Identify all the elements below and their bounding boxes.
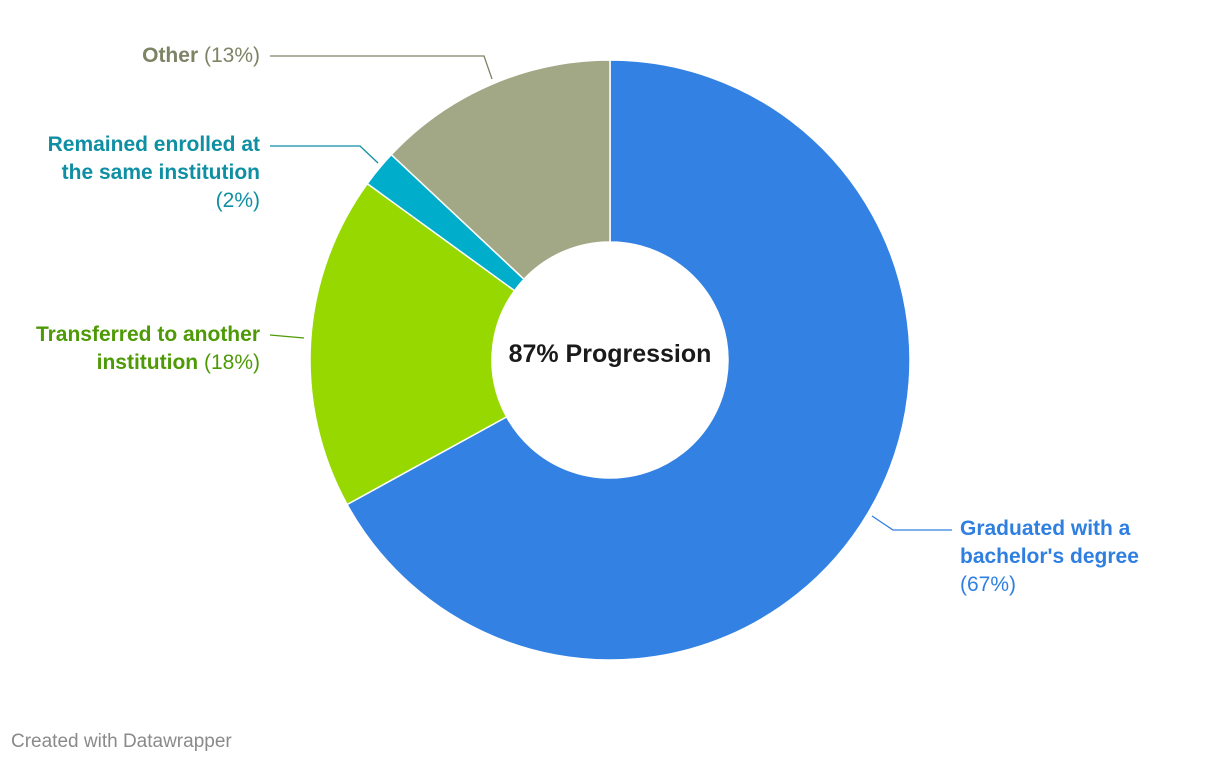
- leader-lines: [269, 55, 952, 531]
- leader-transferred: [269, 334, 305, 339]
- label-graduated-line1: Graduated with a: [960, 517, 1131, 540]
- label-transferred-pct: (18%): [203, 351, 260, 374]
- slice-graduated-with-a-bachelor-s-degree: [346, 59, 911, 661]
- donut-slices: [309, 59, 911, 661]
- slice-other: [390, 59, 611, 281]
- label-transferred-line2: institution: [96, 351, 199, 374]
- leader-graduated: [871, 515, 952, 531]
- label-enrolled-line2: the same institution: [61, 161, 260, 184]
- label-graduated-pct: (67%): [960, 573, 1017, 596]
- label-transferred: Transferred to another institution (18%): [0, 321, 260, 377]
- label-remained-enrolled: Remained enrolled at the same institutio…: [0, 131, 260, 215]
- label-other-name: Other: [142, 44, 199, 67]
- slice-transferred-to-another-institution: [309, 182, 516, 506]
- datawrapper-credit: Created with Datawrapper: [11, 731, 232, 752]
- label-enrolled-pct: (2%): [215, 189, 260, 212]
- center-label: 87% Progression: [508, 340, 712, 368]
- leader-remained-enrolled: [270, 145, 379, 164]
- label-transferred-line1: Transferred to another: [35, 323, 260, 346]
- label-other-pct: (13%): [203, 44, 260, 67]
- label-other: Other (13%): [142, 42, 260, 70]
- label-graduated: Graduated with a bachelor's degree (67%): [960, 515, 1180, 599]
- leader-other: [270, 55, 493, 80]
- label-enrolled-line1: Remained enrolled at: [47, 133, 260, 156]
- label-graduated-line2: bachelor's degree: [960, 545, 1139, 568]
